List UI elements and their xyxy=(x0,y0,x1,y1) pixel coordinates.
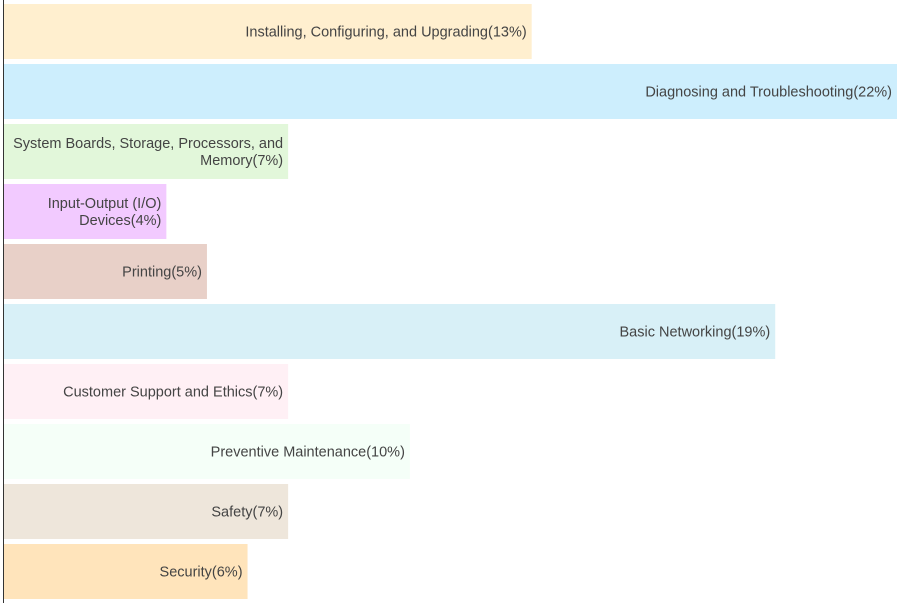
bar-label-6: Basic Networking(19%) xyxy=(620,325,771,341)
bar-label-line: Devices(4%) xyxy=(79,213,161,229)
bar-2 xyxy=(4,64,897,119)
bar-label-5: Printing(5%) xyxy=(122,265,202,281)
bar-label-3: System Boards, Storage, Processors, and M… xyxy=(13,136,283,169)
bar-label-line: Installing, Configuring, and Upgrading(1… xyxy=(245,25,526,41)
bar-label-line: Safety(7%) xyxy=(211,505,283,521)
bar-label-line: Preventive Maintenance(10%) xyxy=(211,445,405,461)
bar-5 xyxy=(4,244,207,299)
bar-label-line: Printing(5%) xyxy=(122,265,202,281)
bar-label-line: Memory(7%) xyxy=(200,153,283,169)
bar-label-2: Diagnosing and Troubleshooting(22%) xyxy=(645,85,892,101)
bar-label-1: Installing, Configuring, and Upgrading(1… xyxy=(245,25,526,41)
bar-10 xyxy=(4,544,248,599)
bar-3 xyxy=(4,124,289,179)
bar-7 xyxy=(4,364,289,419)
bar-4 xyxy=(4,184,167,239)
bar-label-line: System Boards, Storage, Processors, and xyxy=(13,136,283,152)
bar-label-9: Safety(7%) xyxy=(211,505,283,521)
bar-6 xyxy=(4,304,776,359)
labels-layer: Installing, Configuring, and Upgrading(1… xyxy=(13,25,892,581)
bar-label-line: Diagnosing and Troubleshooting(22%) xyxy=(645,85,892,101)
bar-8 xyxy=(4,424,410,479)
bar-label-4: Input-Output (I/O) Devices(4%) xyxy=(48,196,162,229)
bar-label-line: Input-Output (I/O) xyxy=(48,196,162,212)
bar-1 xyxy=(4,4,532,59)
bars-layer xyxy=(4,4,897,599)
bar-label-8: Preventive Maintenance(10%) xyxy=(211,445,405,461)
bar-label-10: Security(6%) xyxy=(160,565,243,581)
bar-label-line: Security(6%) xyxy=(160,565,243,581)
bar-label-line: Basic Networking(19%) xyxy=(620,325,771,341)
bar-label-7: Customer Support and Ethics(7%) xyxy=(63,385,283,401)
bar-9 xyxy=(4,484,289,539)
bar-label-line: Customer Support and Ethics(7%) xyxy=(63,385,283,401)
